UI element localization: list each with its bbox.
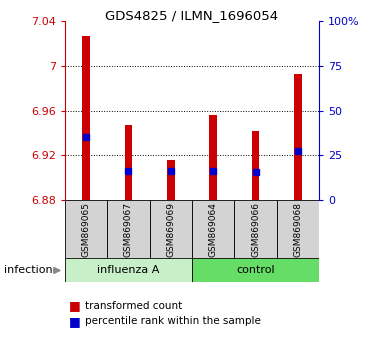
Text: ■: ■ [69, 315, 81, 328]
Bar [150, 200, 192, 258]
Bar [252, 131, 259, 200]
Bar [294, 74, 302, 200]
Bar [209, 115, 217, 200]
Text: infection: infection [4, 266, 52, 275]
Bar [167, 160, 175, 200]
Bar [82, 36, 90, 200]
Bar [277, 200, 319, 258]
Text: transformed count: transformed count [85, 301, 183, 310]
Text: GSM869065: GSM869065 [82, 202, 91, 257]
Text: GSM869066: GSM869066 [251, 202, 260, 257]
Bar [192, 258, 319, 282]
Text: control: control [236, 266, 275, 275]
Text: ■: ■ [69, 299, 81, 312]
Text: GSM869069: GSM869069 [166, 202, 175, 257]
Text: GSM869064: GSM869064 [209, 202, 218, 257]
Bar [65, 258, 192, 282]
Bar [234, 200, 277, 258]
Bar [65, 200, 107, 258]
Bar [107, 200, 150, 258]
Text: influenza A: influenza A [97, 266, 160, 275]
Text: percentile rank within the sample: percentile rank within the sample [85, 316, 261, 326]
Bar [125, 125, 132, 200]
Text: GSM869067: GSM869067 [124, 202, 133, 257]
Text: GSM869068: GSM869068 [293, 202, 302, 257]
Bar [192, 200, 234, 258]
Text: GDS4825 / ILMN_1696054: GDS4825 / ILMN_1696054 [105, 9, 279, 22]
